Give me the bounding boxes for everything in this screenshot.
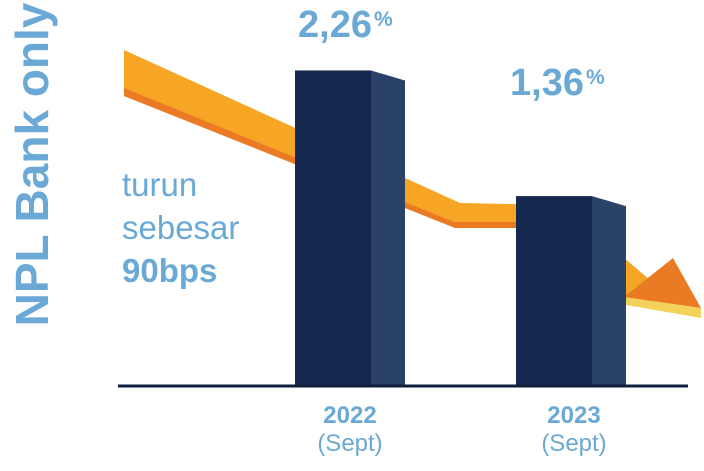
trend-arrow-tip bbox=[624, 297, 701, 318]
bar-2023 bbox=[516, 196, 592, 386]
trend-arrow-head bbox=[624, 258, 701, 308]
bar-side-2022 bbox=[371, 70, 405, 387]
data-label-2022: 2,26% bbox=[298, 4, 393, 47]
bars bbox=[295, 70, 626, 387]
annotation-line: turun bbox=[122, 166, 198, 203]
data-label-number: 1,36 bbox=[510, 62, 584, 104]
x-tick-sublabel: (Sept) bbox=[541, 430, 607, 457]
annotation-highlight: 90bps bbox=[122, 252, 218, 289]
x-tick-sublabel: (Sept) bbox=[317, 430, 383, 457]
annotation-line: sebesar bbox=[122, 209, 240, 246]
data-label-unit: % bbox=[373, 8, 393, 31]
x-tick-2022: 2022 (Sept) bbox=[270, 402, 430, 458]
annotation: turun sebesar 90bps bbox=[122, 163, 239, 292]
x-tick-2023: 2023 (Sept) bbox=[494, 402, 654, 458]
x-tick-label: 2023 bbox=[547, 402, 601, 429]
data-label-number: 2,26 bbox=[298, 4, 372, 46]
bar-side-2023 bbox=[592, 196, 626, 386]
data-label-unit: % bbox=[585, 66, 605, 89]
data-label-2023: 1,36% bbox=[510, 62, 605, 105]
bar-2022 bbox=[295, 70, 371, 387]
chart-title: NPL Bank only bbox=[6, 2, 58, 327]
x-tick-label: 2022 bbox=[323, 402, 377, 429]
